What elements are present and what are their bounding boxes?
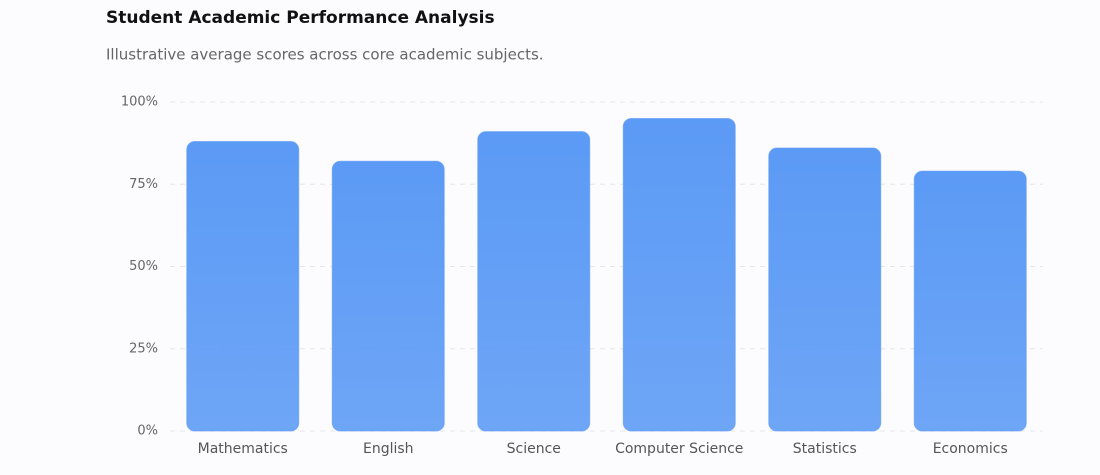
x-tick-label: Statistics (793, 441, 857, 457)
y-tick-label: 100% (121, 95, 158, 110)
y-tick-label: 0% (137, 424, 158, 439)
x-tick-label: Computer Science (615, 441, 743, 457)
chart-subtitle: Illustrative average scores across core … (106, 46, 544, 64)
bar (477, 131, 591, 432)
chart-title: Student Academic Performance Analysis (106, 8, 495, 28)
y-tick-label: 75% (129, 177, 158, 192)
y-tick-label: 25% (129, 341, 158, 356)
x-tick-label: English (363, 441, 414, 457)
y-tick-label: 50% (129, 259, 158, 274)
bar (331, 160, 445, 432)
bar (186, 140, 300, 432)
x-tick-label: Science (507, 441, 561, 457)
x-tick-label: Mathematics (198, 441, 288, 457)
bar (622, 117, 736, 432)
x-tick-label: Economics (933, 441, 1008, 457)
bar (768, 147, 882, 432)
bar (913, 170, 1027, 432)
